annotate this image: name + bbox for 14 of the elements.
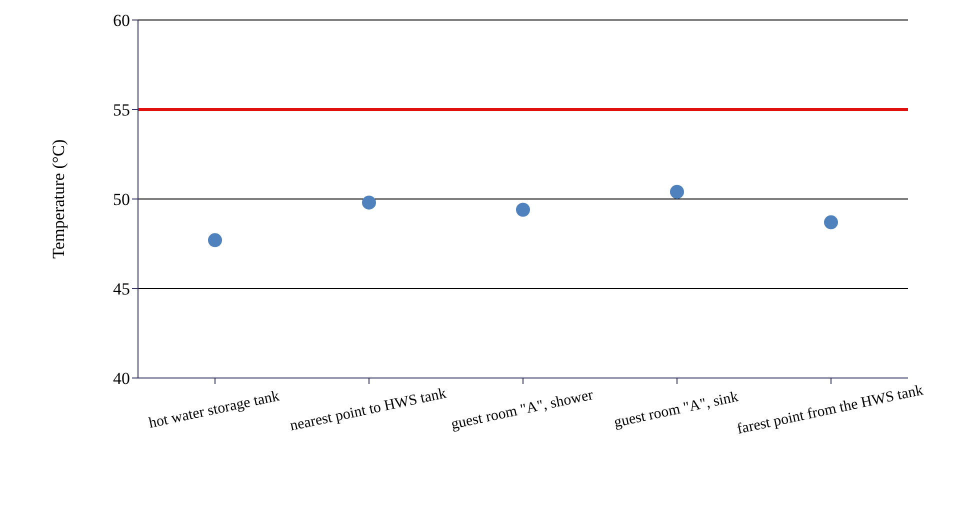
point: [362, 196, 376, 210]
x-tick-label: guest room "A", shower: [450, 387, 595, 433]
y-axis-title: Temperature (°C): [49, 139, 68, 259]
y-tick-label: 50: [113, 190, 130, 210]
point: [824, 215, 838, 230]
y-tick-label: 40: [113, 369, 130, 388]
x-tick-label: hot water storage tank: [148, 388, 282, 432]
y-tick-label: 55: [113, 100, 130, 120]
x-tick-label: nearest point to HWS tank: [288, 386, 448, 434]
point: [516, 202, 530, 217]
point: [670, 184, 684, 199]
point: [208, 233, 222, 248]
y-tick-label: 45: [113, 280, 130, 299]
y-tick-label: 60: [113, 11, 130, 30]
